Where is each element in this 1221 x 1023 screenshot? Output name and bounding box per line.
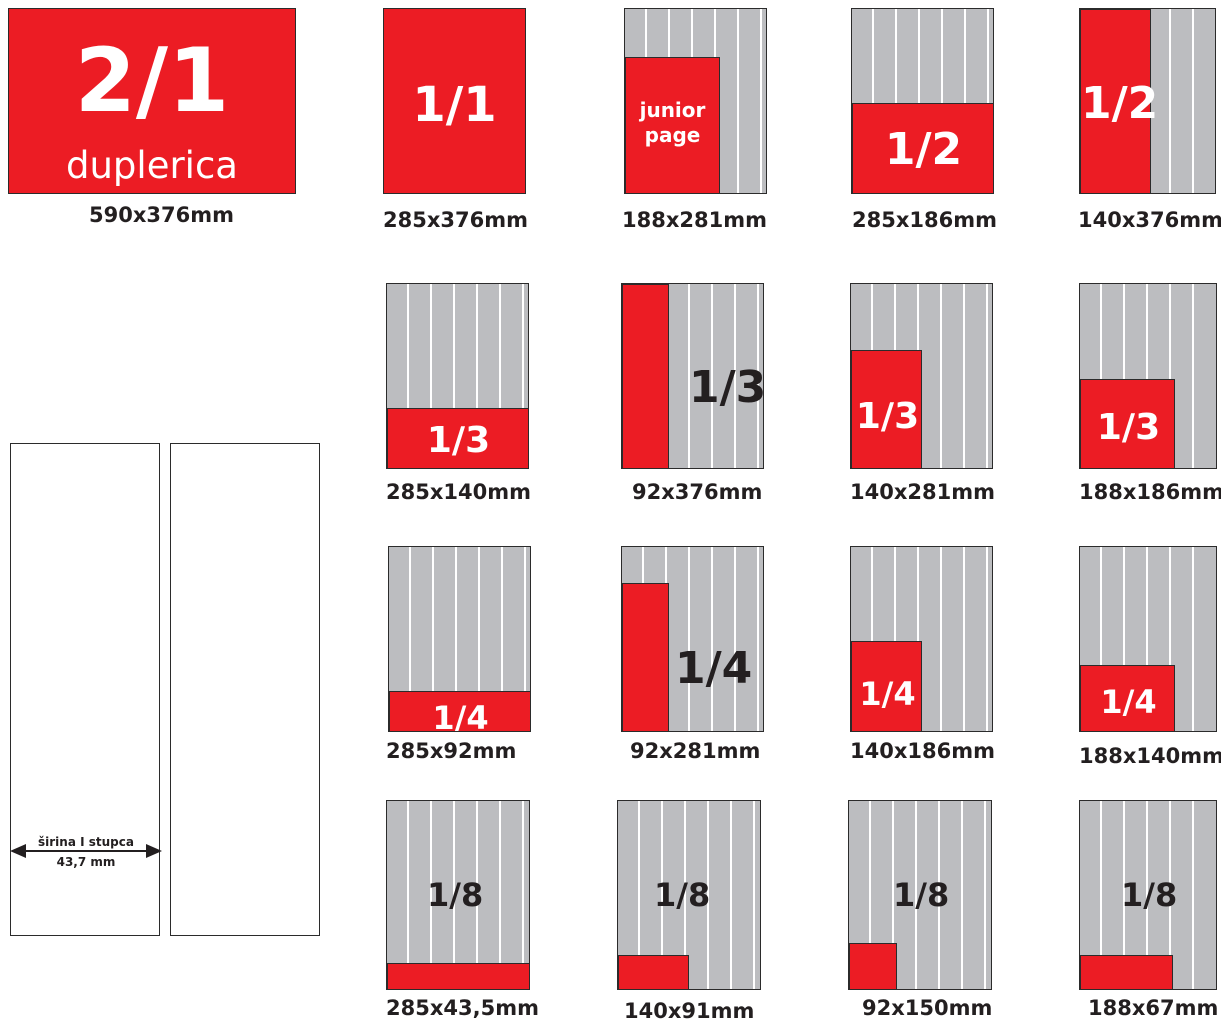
ad-block: 1/2 xyxy=(852,103,993,193)
ad-block: junior page xyxy=(625,57,720,193)
format-half-vertical: 1/2 xyxy=(1079,8,1216,194)
format-fraction: 1/3 xyxy=(855,396,920,437)
format-size-label: 92x150mm xyxy=(862,996,993,1020)
format-fraction: 1/8 xyxy=(654,876,711,914)
format-third-vertical: 1/3 xyxy=(621,283,764,469)
format-fraction: 1/8 xyxy=(893,876,950,914)
ad-block xyxy=(849,943,897,989)
format-size-label: 285x43,5mm xyxy=(386,996,539,1020)
spread-fraction: 2/1 xyxy=(74,29,230,132)
ad-block: 1/3 xyxy=(387,408,528,468)
format-junior-page: junior page xyxy=(624,8,767,194)
format-eighth-tall: 1/8 xyxy=(848,800,992,990)
format-fraction: 1/2 xyxy=(884,124,963,175)
column-width-label: širina I stupca xyxy=(38,835,134,849)
format-fraction: 1/3 xyxy=(1096,407,1161,448)
format-fraction: 1/1 xyxy=(412,77,497,133)
format-third-horizontal: 1/3 xyxy=(386,283,529,469)
format-third-block: 1/3 xyxy=(850,283,993,469)
spread-label: duplerica xyxy=(66,144,238,187)
format-full-page: 1/1 xyxy=(383,8,526,194)
format-eighth-small: 1/8 xyxy=(617,800,761,990)
format-fraction: 1/4 xyxy=(1100,683,1157,721)
format-quarter-vertical: 1/4 xyxy=(621,546,764,732)
ad-block: 1/3 xyxy=(1080,379,1175,468)
ad-block: 1/4 xyxy=(851,641,922,731)
ad-block: 1/4 xyxy=(389,691,530,732)
ad-block xyxy=(1080,955,1173,989)
format-size-label: 188x186mm xyxy=(1079,480,1221,504)
format-quarter-square: 1/4 xyxy=(1079,546,1217,732)
format-size-label: 188x140mm xyxy=(1079,744,1221,768)
format-fraction: 1/2 xyxy=(1081,78,1159,129)
format-size-label: 92x376mm xyxy=(632,480,763,504)
column-outline-right xyxy=(170,443,320,936)
column-width-arrow xyxy=(10,844,162,858)
format-size-label: 285x376mm xyxy=(383,208,528,232)
format-size-label: 140x281mm xyxy=(850,480,995,504)
format-fraction: 1/4 xyxy=(675,643,753,694)
format-fraction: 1/4 xyxy=(859,675,916,713)
spread-size-label: 590x376mm xyxy=(89,203,234,227)
column-outline-left xyxy=(10,443,160,936)
column-width-value: 43,7 mm xyxy=(56,855,116,869)
format-fraction: 1/8 xyxy=(1121,876,1178,914)
format-fraction: 1/4 xyxy=(432,699,489,732)
format-half-horizontal: 1/2 xyxy=(851,8,994,194)
ad-block xyxy=(622,583,669,731)
format-fraction: 1/8 xyxy=(427,876,484,914)
ad-block: 1/3 xyxy=(851,350,922,468)
format-quarter-block: 1/4 xyxy=(850,546,993,732)
format-size-label: 140x91mm xyxy=(624,999,755,1023)
ad-block xyxy=(622,284,669,468)
format-eighth-strip: 1/8 xyxy=(386,800,530,990)
format-size-label: 140x376mm xyxy=(1078,208,1221,232)
ad-block xyxy=(618,955,689,989)
format-fraction: 1/3 xyxy=(426,420,491,461)
format-size-label: 140x186mm xyxy=(850,739,995,763)
format-quarter-horizontal: 1/4 xyxy=(388,546,531,732)
format-eighth-wide: 1/8 xyxy=(1079,800,1217,990)
spread-ad-block: 2/1 duplerica xyxy=(8,8,296,194)
format-fraction: junior page xyxy=(639,98,706,147)
format-third-square: 1/3 xyxy=(1079,283,1217,469)
format-size-label: 92x281mm xyxy=(630,739,761,763)
format-size-label: 188x67mm xyxy=(1088,996,1219,1020)
format-size-label: 285x92mm xyxy=(386,739,517,763)
ad-block xyxy=(387,963,529,989)
ad-block: 1/4 xyxy=(1080,665,1175,731)
format-size-label: 285x186mm xyxy=(852,208,997,232)
format-fraction: 1/3 xyxy=(689,362,764,413)
ad-block: 1/2 xyxy=(1080,9,1159,193)
format-size-label: 285x140mm xyxy=(386,480,531,504)
format-size-label: 188x281mm xyxy=(622,208,767,232)
